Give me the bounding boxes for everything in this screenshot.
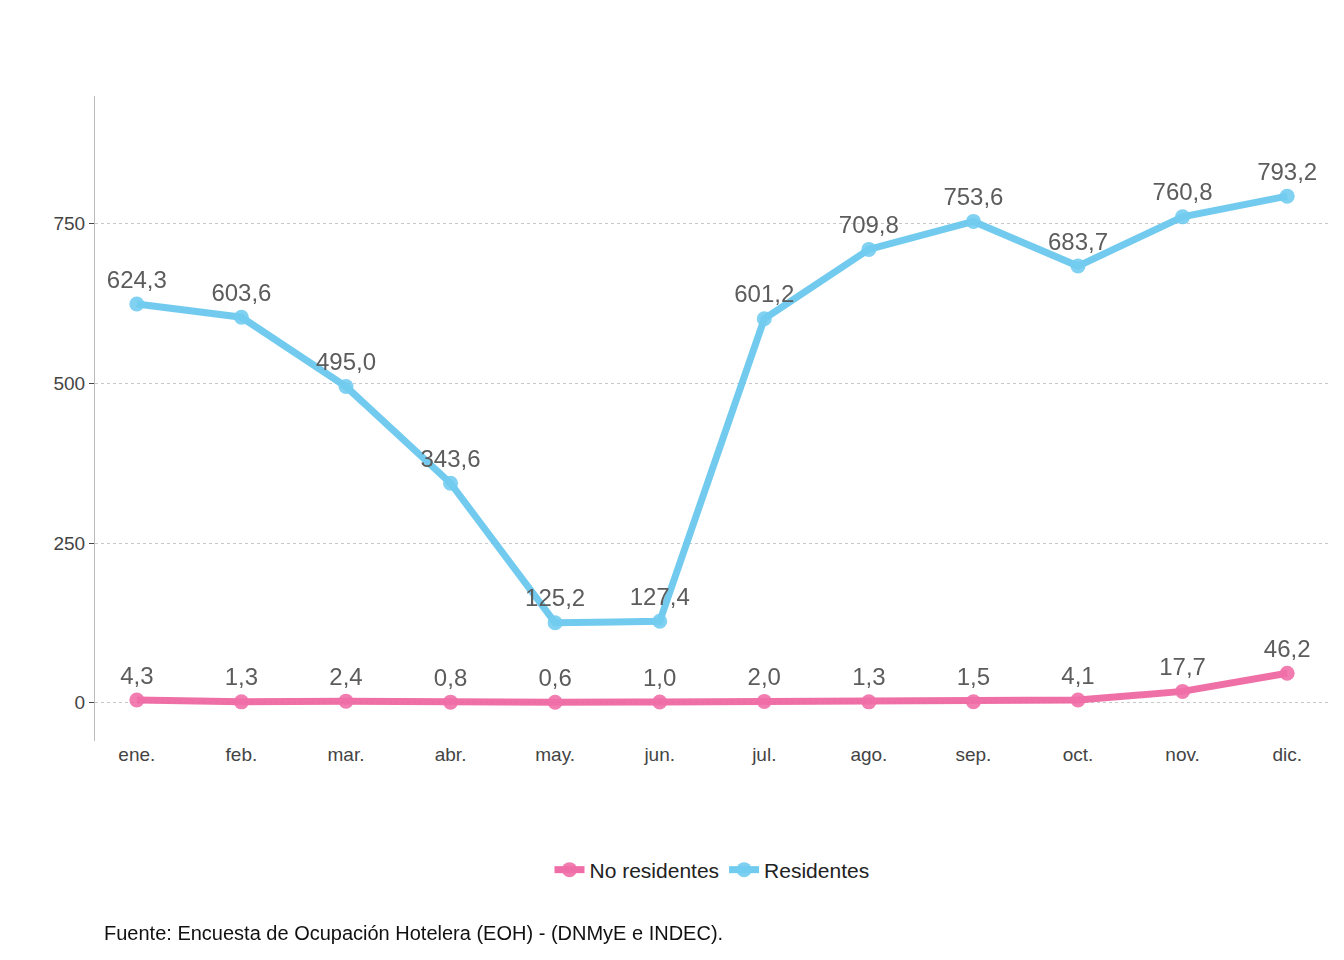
svg-text:750: 750: [53, 213, 85, 234]
svg-text:46,2: 46,2: [1264, 635, 1311, 662]
svg-text:1,5: 1,5: [957, 663, 990, 690]
svg-text:4,1: 4,1: [1061, 662, 1094, 689]
svg-text:343,6: 343,6: [421, 445, 481, 472]
svg-text:250: 250: [53, 533, 85, 554]
svg-text:1,3: 1,3: [852, 663, 885, 690]
svg-text:1,0: 1,0: [643, 664, 676, 691]
svg-text:709,8: 709,8: [839, 211, 899, 238]
svg-text:nov.: nov.: [1165, 744, 1200, 765]
svg-text:abr.: abr.: [435, 744, 467, 765]
svg-text:793,2: 793,2: [1257, 158, 1317, 185]
svg-text:624,3: 624,3: [107, 266, 167, 293]
svg-text:495,0: 495,0: [316, 348, 376, 375]
svg-text:Fuente: Encuesta de Ocupación: Fuente: Encuesta de Ocupación Hotelera (…: [104, 922, 723, 944]
svg-text:ene.: ene.: [118, 744, 155, 765]
svg-text:127,4: 127,4: [630, 583, 690, 610]
svg-text:125,2: 125,2: [525, 584, 585, 611]
svg-text:500: 500: [53, 373, 85, 394]
svg-text:601,2: 601,2: [734, 280, 794, 307]
svg-text:feb.: feb.: [226, 744, 258, 765]
svg-text:603,6: 603,6: [211, 279, 271, 306]
svg-text:1,3: 1,3: [225, 663, 258, 690]
svg-text:17,7: 17,7: [1159, 653, 1206, 680]
svg-text:sep.: sep.: [955, 744, 991, 765]
svg-text:683,7: 683,7: [1048, 228, 1108, 255]
svg-text:760,8: 760,8: [1153, 178, 1213, 205]
svg-text:2,4: 2,4: [329, 663, 362, 690]
svg-text:753,6: 753,6: [943, 183, 1003, 210]
svg-text:dic.: dic.: [1272, 744, 1302, 765]
svg-text:No residentes: No residentes: [590, 859, 720, 882]
svg-text:0: 0: [75, 692, 86, 713]
svg-text:Residentes: Residentes: [764, 859, 869, 882]
svg-text:ago.: ago.: [850, 744, 887, 765]
svg-text:mar.: mar.: [328, 744, 365, 765]
svg-text:may.: may.: [535, 744, 575, 765]
svg-text:2,0: 2,0: [748, 663, 781, 690]
svg-text:jul.: jul.: [751, 744, 776, 765]
svg-text:oct.: oct.: [1063, 744, 1094, 765]
svg-text:0,6: 0,6: [538, 664, 571, 691]
svg-text:0,8: 0,8: [434, 664, 467, 691]
svg-text:jun.: jun.: [643, 744, 675, 765]
svg-text:4,3: 4,3: [120, 662, 153, 689]
